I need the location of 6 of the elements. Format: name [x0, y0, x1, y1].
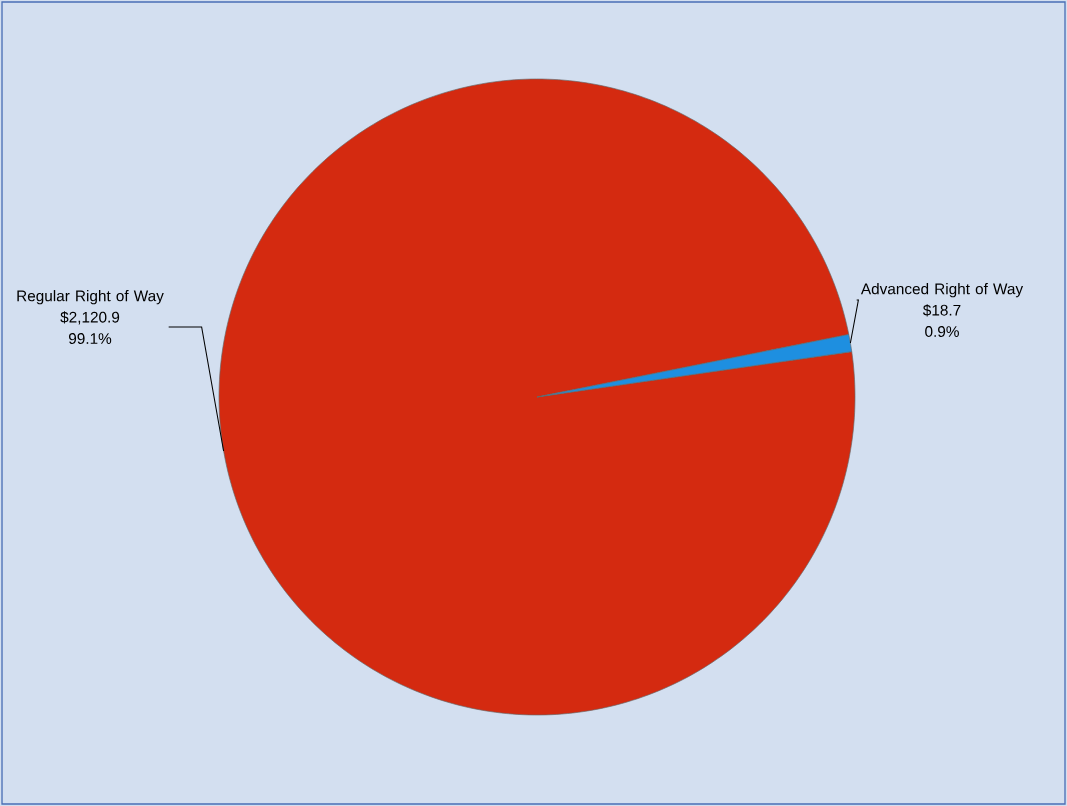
slice-label: Regular Right of Way [17, 290, 164, 305]
text: 0.9% [925, 326, 959, 337]
data-label: $2,120.9 [60, 311, 120, 325]
slice-label: Advanced Right of Way [860, 283, 1024, 298]
data-label: $18.7 [922, 304, 961, 317]
text: 99.1% [68, 333, 112, 344]
